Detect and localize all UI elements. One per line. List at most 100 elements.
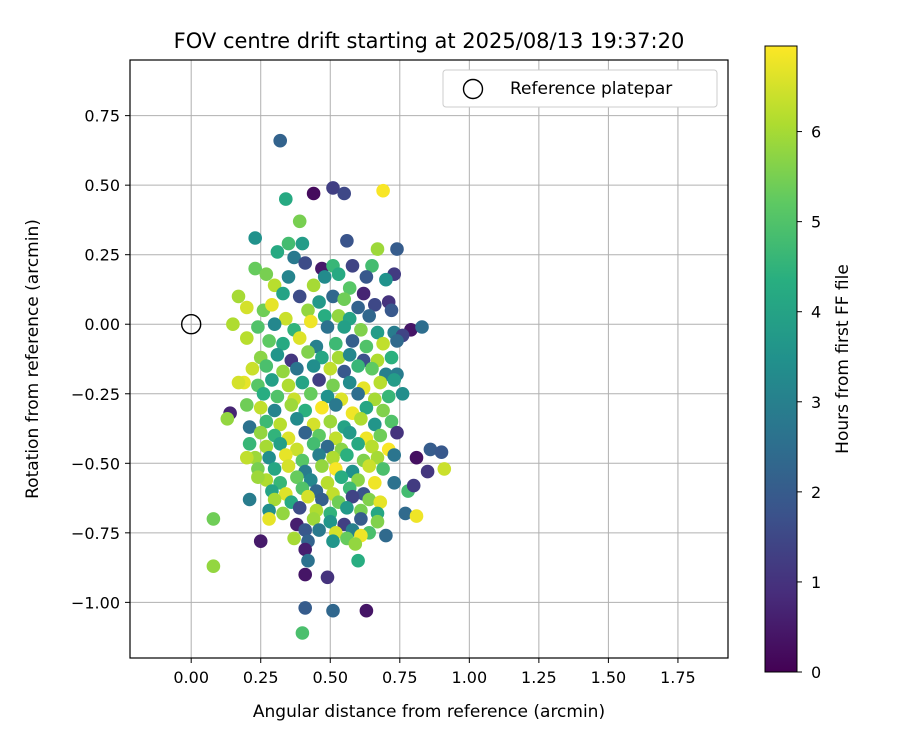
scatter-point <box>376 403 390 418</box>
plot-area <box>130 60 728 658</box>
scatter-point <box>395 387 410 401</box>
scatter-point <box>279 311 293 326</box>
scatter-point <box>326 603 340 618</box>
scatter-point <box>387 476 402 490</box>
colorbar-ticks: 0 1 2 3 4 5 6 <box>797 123 821 682</box>
scatter-point <box>434 445 449 460</box>
scatter-point <box>240 450 254 465</box>
scatter-point <box>301 489 315 504</box>
x-axis-label: Angular distance from reference (arcmin) <box>253 702 605 722</box>
scatter-point <box>304 387 318 401</box>
scatter-point <box>373 375 388 390</box>
scatter-point <box>368 392 382 407</box>
scatter-point <box>356 286 371 301</box>
scatter-point <box>295 236 310 251</box>
scatter-point <box>240 398 254 412</box>
scatter-point <box>259 439 274 454</box>
y-tick-label: −0.50 <box>71 454 120 473</box>
scatter-point <box>287 250 301 265</box>
scatter-point <box>292 214 307 229</box>
scatter-point <box>298 523 313 537</box>
scatter-point <box>323 414 338 429</box>
scatter-point <box>329 336 343 351</box>
scatter-point <box>331 267 346 282</box>
scatter-point <box>415 320 429 334</box>
scatter-point <box>315 400 329 415</box>
scatter-point <box>315 350 329 365</box>
scatter-point <box>368 298 382 312</box>
scatter-point <box>342 348 357 362</box>
scatter-point <box>354 323 368 337</box>
scatter-point <box>345 259 360 273</box>
scatter-point <box>267 492 282 507</box>
scatter-point <box>298 567 313 582</box>
data-points <box>206 133 452 640</box>
colorbar-tick-label: 0 <box>811 663 821 682</box>
scatter-point <box>298 403 313 418</box>
y-tick-label: −0.25 <box>71 385 120 404</box>
scatter-point <box>312 373 326 387</box>
scatter-point <box>337 364 352 379</box>
scatter-point <box>365 439 379 454</box>
scatter-point <box>376 183 390 198</box>
scatter-point <box>334 470 349 485</box>
plot-frame <box>129 59 729 659</box>
x-tick-label: 0.75 <box>382 668 418 687</box>
scatter-point <box>284 398 299 412</box>
scatter-point <box>384 414 399 429</box>
y-tick-label: 0.25 <box>84 246 120 265</box>
scatter-point <box>292 289 307 304</box>
scatter-point <box>231 375 246 390</box>
scatter-point <box>248 231 262 245</box>
y-tick-label: 0.00 <box>84 315 120 334</box>
scatter-point <box>276 506 290 521</box>
scatter-point <box>409 450 424 465</box>
scatter-point <box>390 334 404 348</box>
scatter-point <box>379 528 393 543</box>
y-tick-label: 0.50 <box>84 176 120 195</box>
scatter-point <box>317 270 332 284</box>
scatter-point <box>312 295 326 309</box>
scatter-point <box>329 398 343 412</box>
scatter-point <box>220 412 235 426</box>
scatter-point <box>276 286 290 301</box>
scatter-point <box>370 450 385 465</box>
scatter-point <box>359 270 374 284</box>
scatter-point <box>337 320 352 334</box>
scatter-point <box>306 359 321 373</box>
legend: Reference platepar <box>442 69 718 108</box>
scatter-point <box>320 476 335 490</box>
scatter-point <box>267 462 282 476</box>
scatter-point <box>281 378 296 393</box>
scatter-point <box>279 448 293 462</box>
scatter-point <box>329 431 343 446</box>
scatter-point <box>362 492 377 507</box>
colorbar-tick-label: 3 <box>811 393 821 412</box>
scatter-point <box>359 400 374 415</box>
scatter-point <box>326 289 340 304</box>
scatter-point <box>245 361 260 376</box>
scatter-point <box>290 412 304 426</box>
scatter-point <box>298 425 313 440</box>
scatter-point <box>312 523 326 537</box>
scatter-point <box>306 417 321 432</box>
scatter-point <box>326 181 340 195</box>
scatter-point <box>304 473 318 487</box>
scatter-point <box>373 495 388 510</box>
colorbar-tick-label: 2 <box>811 483 821 502</box>
scatter-point <box>273 417 288 432</box>
scatter-point <box>423 442 438 457</box>
scatter-point <box>315 459 329 473</box>
scatter-point <box>384 303 399 318</box>
scatter-point <box>409 509 424 523</box>
grid-lines <box>130 60 728 658</box>
chart-title: FOV centre drift starting at 2025/08/13 … <box>174 29 685 53</box>
scatter-point <box>376 462 390 476</box>
scatter-point <box>351 387 365 401</box>
scatter-point <box>206 559 221 573</box>
x-tick-label: 1.25 <box>521 668 557 687</box>
scatter-point <box>253 400 268 415</box>
scatter-point <box>381 389 396 404</box>
scatter-point <box>340 501 354 515</box>
scatter-point <box>270 245 285 259</box>
